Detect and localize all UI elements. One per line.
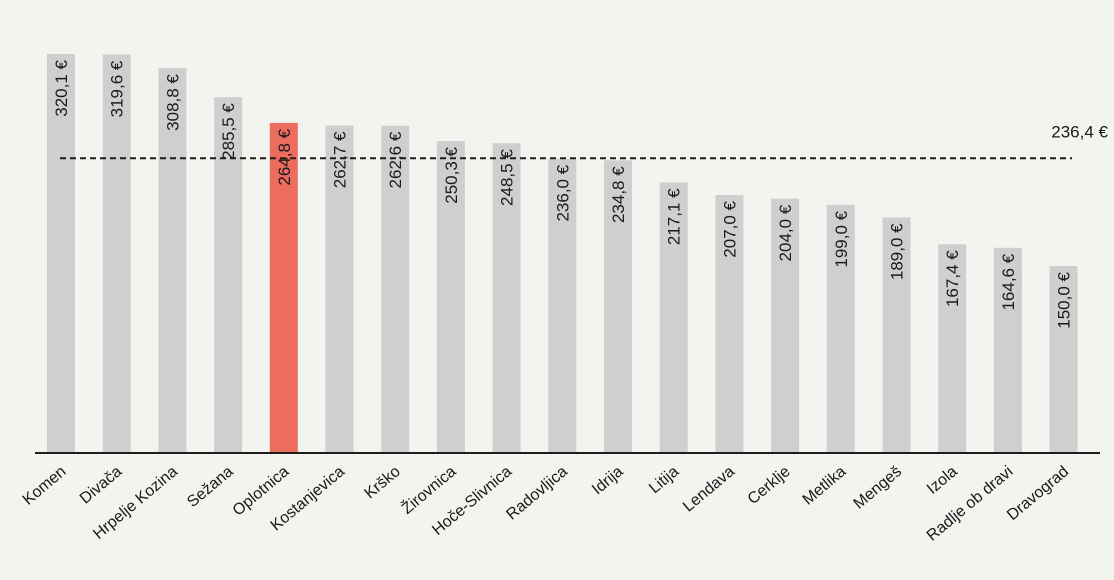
- bar-radovljica: [548, 158, 577, 454]
- bar--irovnica: [436, 141, 465, 453]
- bar-menge-: [882, 217, 911, 453]
- bar-komen: [47, 54, 75, 453]
- category-label: Lendava: [680, 463, 738, 516]
- category-label: Komen: [20, 463, 70, 509]
- category-label: Cerklje: [745, 463, 794, 508]
- value-label: 164,6 €: [999, 253, 1018, 310]
- category-label: Metlika: [800, 463, 850, 509]
- bar-kr-ko: [381, 125, 410, 453]
- bar-lendava: [715, 195, 744, 453]
- bar-idrija: [604, 160, 632, 454]
- value-label: 250,3 €: [442, 146, 461, 203]
- value-label: 264,8 €: [275, 128, 294, 185]
- category-label: Krško: [362, 463, 404, 502]
- bar-metlika: [826, 204, 855, 453]
- value-label: 189,0 €: [888, 223, 907, 280]
- bar-diva-a: [102, 54, 131, 453]
- value-label: 234,8 €: [609, 166, 628, 223]
- bar-ho-e-slivnica: [492, 143, 521, 453]
- value-label: 308,8 €: [163, 74, 182, 131]
- value-labels-group: 320,1 € 319,6 € 308,8 € 285,5 € 264,8 € 262,7…: [52, 59, 1074, 328]
- bar-hrpelje-kozina: [158, 68, 187, 453]
- category-label: Sežana: [184, 463, 237, 511]
- bar-cerklje: [771, 198, 800, 453]
- bar-se-ana: [214, 97, 243, 453]
- category-label: Dravograd: [1004, 463, 1072, 524]
- bar-radlje-ob-dravi: [993, 247, 1022, 453]
- bar-oplotnica: [269, 122, 298, 454]
- bar-litija: [659, 182, 688, 453]
- category-label: Mengeš: [851, 463, 906, 513]
- category-label: Radovljica: [503, 463, 571, 524]
- value-label: 319,6 €: [108, 60, 127, 117]
- value-label: 236,0 €: [553, 164, 572, 221]
- category-label: Litija: [646, 463, 682, 497]
- average-label: 236,4 €: [1051, 122, 1108, 141]
- value-label: 167,4 €: [943, 250, 962, 307]
- value-label: 199,0 €: [832, 210, 851, 267]
- value-label: 285,5 €: [219, 103, 238, 160]
- category-label: Idrija: [589, 463, 627, 498]
- value-label: 207,0 €: [720, 200, 739, 257]
- value-label: 204,0 €: [776, 204, 795, 261]
- bars-group: [47, 54, 1078, 454]
- value-label: 262,6 €: [386, 131, 405, 188]
- bar-kostanjevica: [325, 125, 354, 453]
- value-label: 150,0 €: [1055, 271, 1074, 328]
- category-label: Izola: [924, 463, 961, 498]
- category-label: Divača: [77, 463, 125, 508]
- bar-dravograd: [1049, 266, 1078, 453]
- value-label: 248,5 €: [498, 149, 517, 206]
- value-label: 217,1 €: [665, 188, 684, 245]
- value-label: 262,7 €: [331, 131, 350, 188]
- bar-izola: [938, 244, 967, 453]
- value-label: 320,1 €: [52, 59, 71, 116]
